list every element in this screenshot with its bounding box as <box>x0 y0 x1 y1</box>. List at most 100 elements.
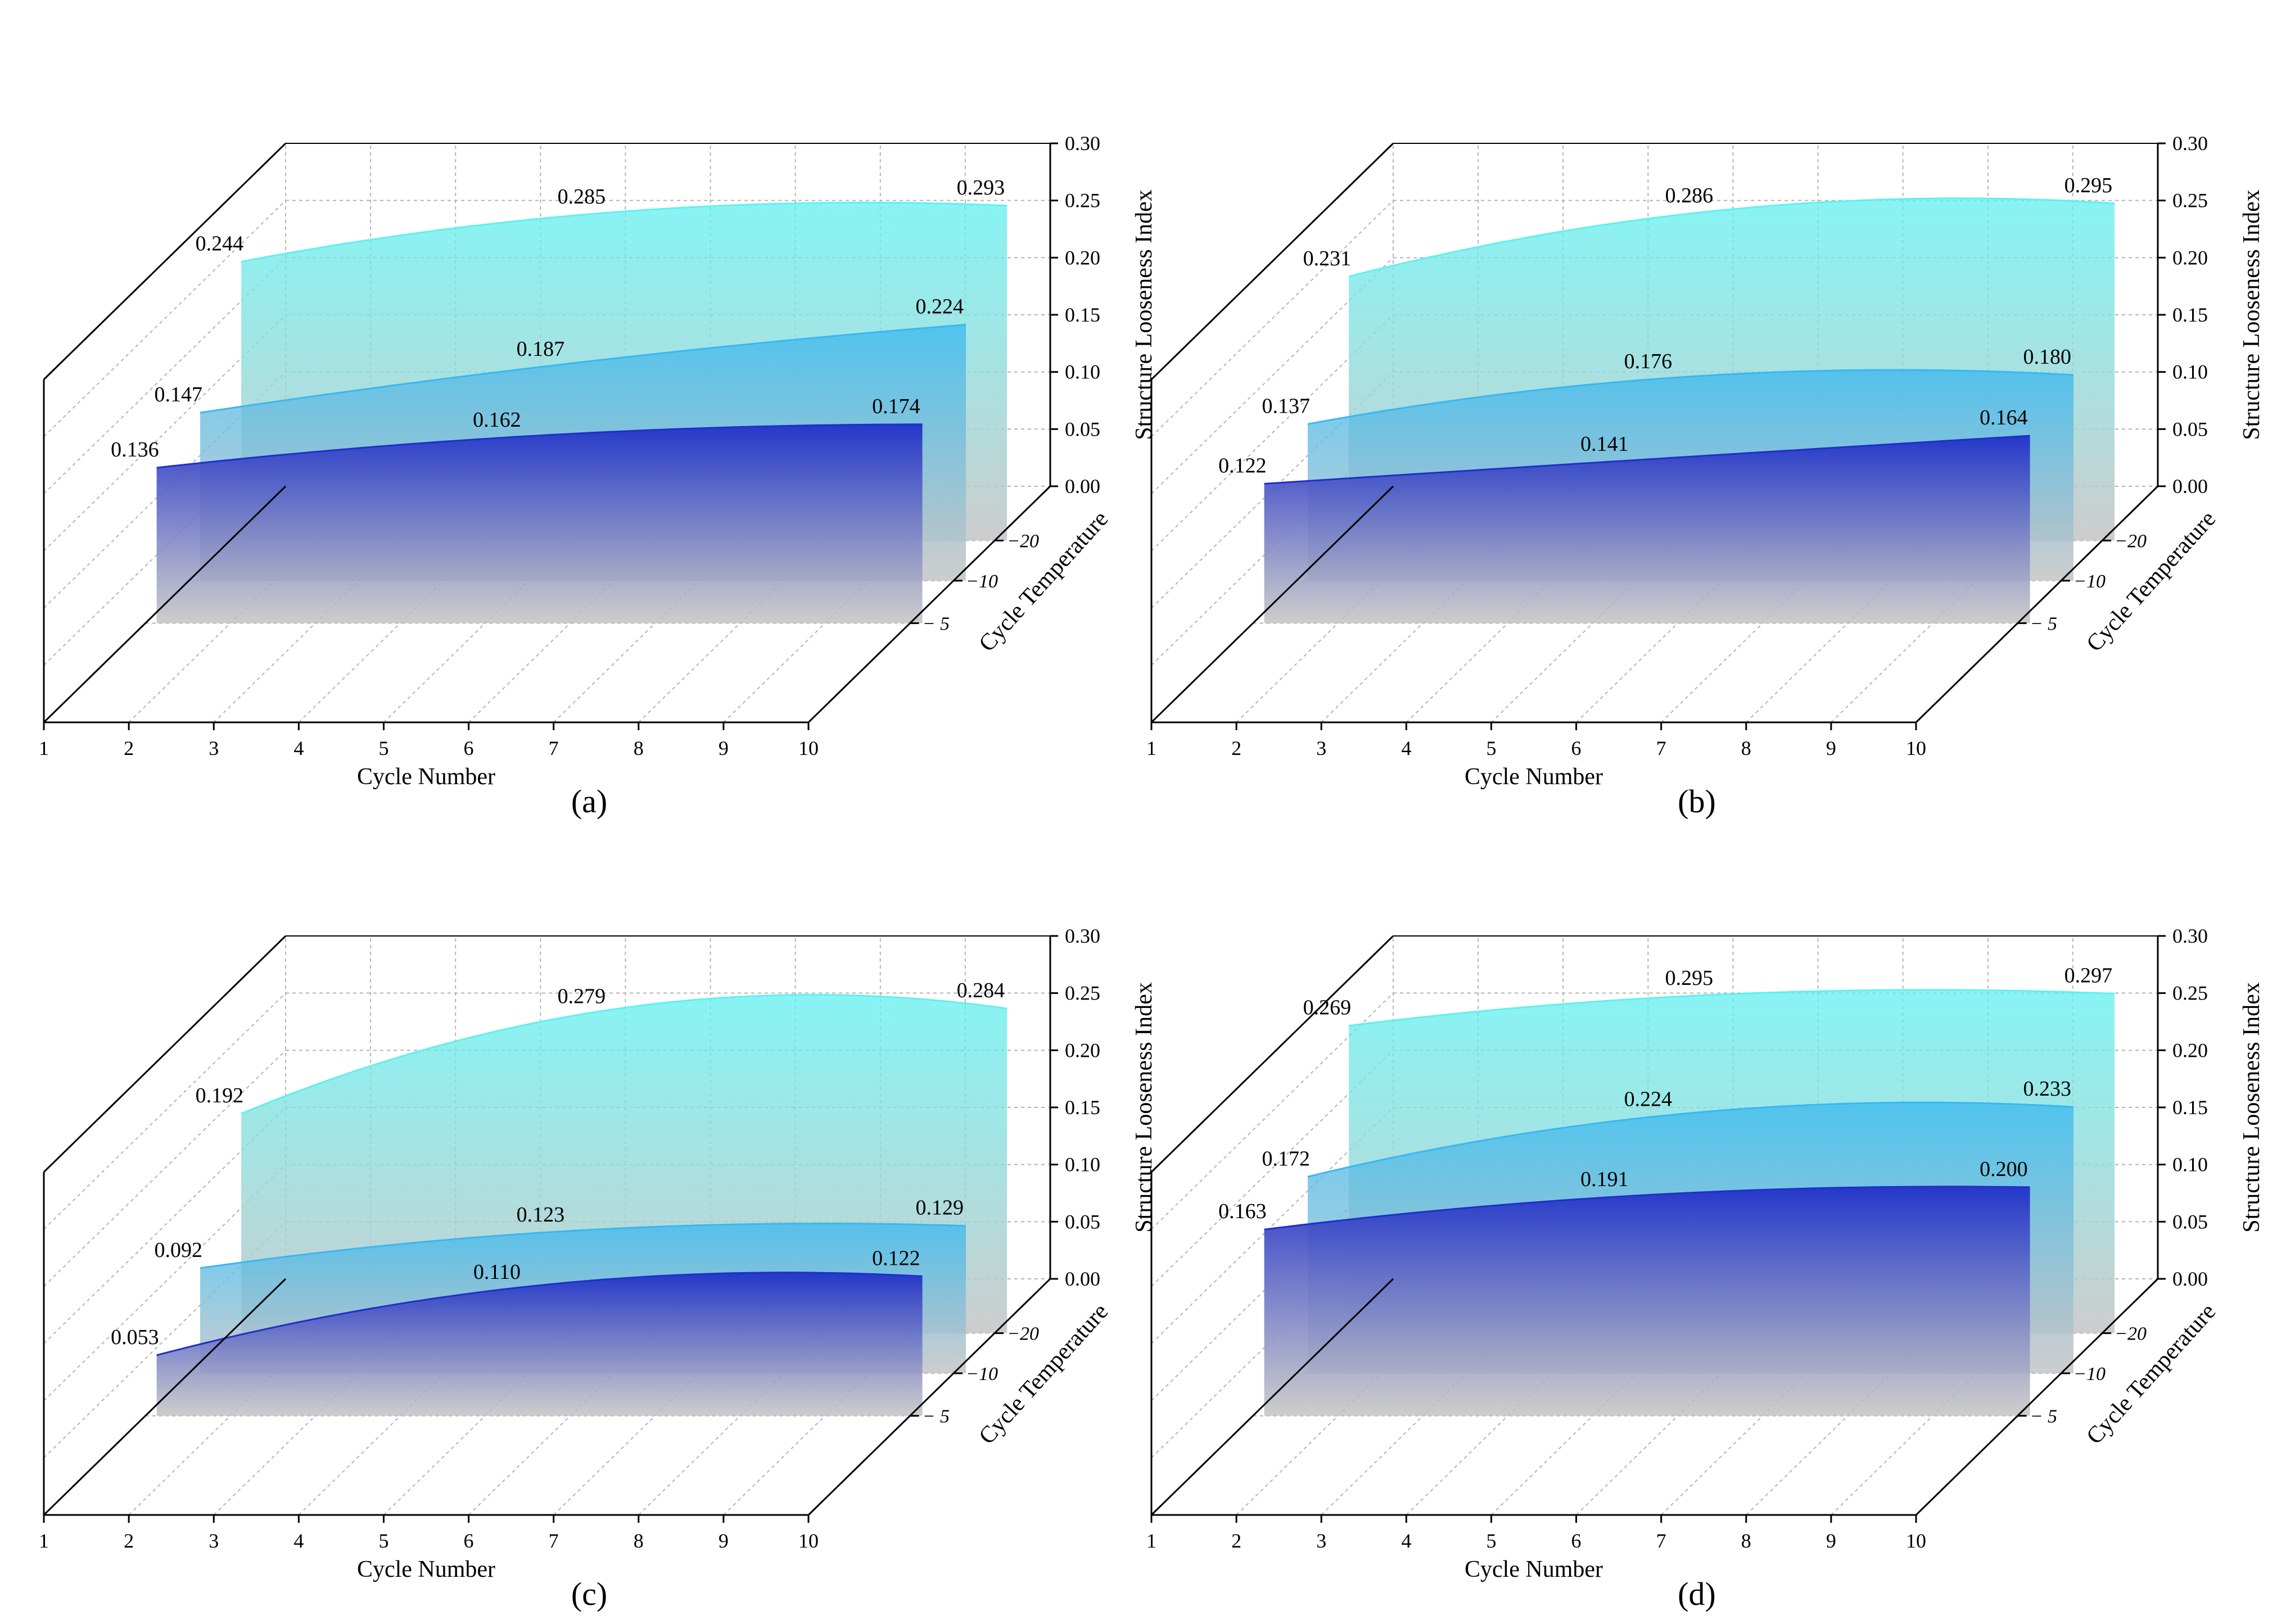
top-left-edge <box>43 142 287 381</box>
chart-panel-1: 0.231 0.286 0.295 0.137 0.176 0.180 0.122 0.141… <box>1146 132 2265 820</box>
x-tick-label: 7 <box>549 737 559 759</box>
data-label: 0.110 <box>473 1260 521 1284</box>
top-left-edge <box>43 935 287 1173</box>
x-tick-label: 6 <box>464 1530 474 1552</box>
series-line <box>156 1272 923 1356</box>
x-tick-label: 10 <box>798 1530 819 1552</box>
temperature-tick-label: − 5 <box>923 614 950 635</box>
x-tick-label: 4 <box>1401 1530 1411 1552</box>
data-label: 0.286 <box>1665 184 1714 207</box>
x-axis-title: Cycle Number <box>357 1557 495 1582</box>
data-label: 0.231 <box>1303 247 1352 270</box>
y-axis-line <box>1915 485 2159 723</box>
grid-line <box>43 1050 286 1287</box>
data-label: 0.172 <box>1262 1147 1311 1170</box>
series-line <box>200 1222 966 1269</box>
series-line <box>156 423 923 469</box>
left-floor-edge <box>43 1278 287 1516</box>
series-line <box>1307 1101 2074 1178</box>
z-tick-label: 0.15 <box>2172 1096 2208 1119</box>
left-floor-edge <box>43 485 287 723</box>
z-tick-label: 0.10 <box>2172 361 2208 383</box>
series-line <box>1264 435 2030 485</box>
panel-label: (a) <box>571 783 607 820</box>
z-tick-label: 0.15 <box>1065 1096 1100 1119</box>
x-tick-label: 6 <box>464 737 474 759</box>
x-tick-label: 9 <box>719 737 729 759</box>
z-tick-label: 0.15 <box>2172 304 2208 326</box>
y-axis-line <box>807 1278 1051 1516</box>
data-label: 0.053 <box>111 1326 159 1349</box>
temperature-tick-label: − 5 <box>2030 1406 2057 1427</box>
x-axis-title: Cycle Number <box>1465 764 1603 790</box>
grid-line <box>43 200 286 437</box>
z-tick-label: 0.20 <box>2172 246 2208 269</box>
data-label: 0.187 <box>517 337 565 361</box>
x-tick-label: 1 <box>39 737 49 759</box>
chart-panel-0: 0.244 0.285 0.293 0.147 0.187 0.224 0.136 0.162… <box>39 132 1157 820</box>
grid-line <box>43 1221 286 1459</box>
temperature-tick-label: −10 <box>2073 1364 2106 1385</box>
z-tick-label: 0.30 <box>2172 132 2208 155</box>
data-label: 0.284 <box>957 979 1005 1002</box>
z-tick-label: 0.25 <box>2172 189 2208 212</box>
data-label: 0.224 <box>1624 1088 1673 1111</box>
x-tick-label: 5 <box>1486 737 1496 759</box>
z-tick-label: 0.25 <box>1065 982 1100 1005</box>
grid-line <box>1151 1050 1394 1287</box>
grid-line <box>43 1107 286 1344</box>
z-tick-label: 0.00 <box>1065 475 1100 497</box>
data-label: 0.200 <box>1980 1157 2028 1181</box>
data-label: 0.285 <box>558 185 606 209</box>
x-tick-label: 9 <box>1826 737 1836 759</box>
data-label: 0.122 <box>1218 454 1267 478</box>
series-line <box>200 324 966 414</box>
data-label: 0.092 <box>155 1238 203 1262</box>
x-axis-title: Cycle Number <box>1465 1557 1603 1582</box>
x-tick-label: 10 <box>1906 1530 1926 1552</box>
z-tick-label: 0.30 <box>1065 925 1100 947</box>
z-axis-title: Structure Looseness Index <box>2239 189 2265 440</box>
z-tick-label: 0.20 <box>1065 1039 1100 1061</box>
x-tick-label: 9 <box>719 1530 729 1552</box>
data-label: 0.163 <box>1218 1200 1267 1223</box>
data-label: 0.164 <box>1980 406 2028 429</box>
temperature-tick-label: −10 <box>966 571 998 592</box>
data-label: 0.191 <box>1580 1168 1629 1191</box>
x-tick-label: 2 <box>124 737 134 759</box>
x-tick-label: 6 <box>1571 1530 1582 1552</box>
left-floor-edge <box>1150 485 1394 723</box>
data-label: 0.295 <box>2064 174 2113 197</box>
x-tick-label: 4 <box>1401 737 1411 759</box>
x-tick-label: 8 <box>634 1530 644 1552</box>
x-tick-label: 7 <box>549 1530 559 1552</box>
x-tick-label: 3 <box>1316 737 1326 759</box>
z-axis-title: Structure Looseness Index <box>1131 189 1157 440</box>
data-label: 0.129 <box>916 1196 964 1220</box>
z-tick-label: 0.05 <box>2172 418 2208 440</box>
z-tick-label: 0.15 <box>1065 304 1100 326</box>
data-label: 0.174 <box>872 395 920 418</box>
z-tick-label: 0.30 <box>2172 925 2208 947</box>
x-tick-label: 8 <box>1741 737 1751 759</box>
grid-line <box>43 314 286 551</box>
data-label: 0.137 <box>1262 394 1311 418</box>
grid-line <box>1151 314 1394 551</box>
left-floor-edge <box>1150 1278 1394 1516</box>
series-line <box>1348 989 2115 1027</box>
data-label: 0.244 <box>196 232 244 255</box>
grid-line <box>1151 992 1394 1230</box>
x-tick-label: 3 <box>1316 1530 1326 1552</box>
x-tick-label: 5 <box>378 737 388 759</box>
x-tick-label: 4 <box>293 737 304 759</box>
y-axis-line <box>807 485 1051 723</box>
x-tick-label: 5 <box>1486 1530 1496 1552</box>
panel-label: (d) <box>1678 1576 1716 1612</box>
data-label: 0.123 <box>517 1203 565 1227</box>
data-label: 0.297 <box>2064 964 2113 988</box>
z-tick-label: 0.00 <box>1065 1268 1100 1290</box>
x-tick-label: 5 <box>378 1530 388 1552</box>
x-tick-label: 10 <box>1906 737 1926 759</box>
panel-label: (c) <box>571 1576 607 1612</box>
